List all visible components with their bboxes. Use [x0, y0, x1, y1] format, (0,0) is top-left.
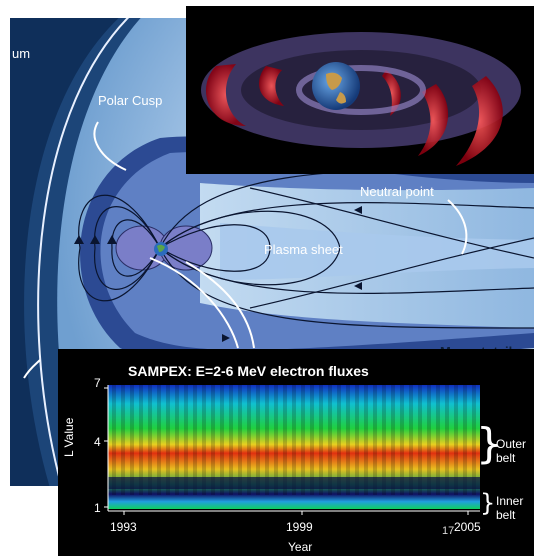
radiation-belts-render — [186, 6, 534, 174]
flux-spectrogram — [104, 385, 480, 515]
x-axis-title: Year — [288, 540, 313, 554]
outer-belt-label: Outer belt — [496, 437, 526, 465]
y-tick-1: 1 — [94, 501, 101, 515]
polar-cusp-label: Polar Cusp — [98, 93, 163, 108]
inner-belt-label-line2: belt — [496, 508, 516, 522]
page-marker: 17 — [442, 525, 455, 537]
x-tick-1999: 1999 — [286, 520, 313, 534]
plot-title: SAMPEX: E=2-6 MeV electron fluxes — [128, 363, 369, 379]
outer-belt-brace: } — [476, 419, 503, 468]
inner-belt-label-line1: Inner — [496, 494, 524, 508]
y-tick-7: 7 — [94, 376, 101, 390]
inner-belt-brace: } — [480, 489, 496, 517]
y-tick-4: 4 — [94, 435, 101, 449]
plasma-sheet-label: Plasma sheet — [264, 242, 343, 257]
neutral-point-label: Neutral point — [360, 184, 434, 199]
x-tick-2005: 2005 — [454, 520, 481, 534]
outer-belt-label-line2: belt — [496, 451, 516, 465]
inner-belt-label: Inner belt — [496, 494, 523, 522]
sampex-flux-plot: SAMPEX: E=2-6 MeV electron fluxes — [58, 349, 534, 556]
radiation-belts-graphic — [186, 6, 534, 174]
outer-belt-label-line1: Outer — [496, 437, 527, 451]
x-tick-1993: 1993 — [110, 520, 137, 534]
y-axis-title: L Value — [62, 417, 76, 457]
magnetopause-label-fragment: um — [12, 46, 31, 61]
